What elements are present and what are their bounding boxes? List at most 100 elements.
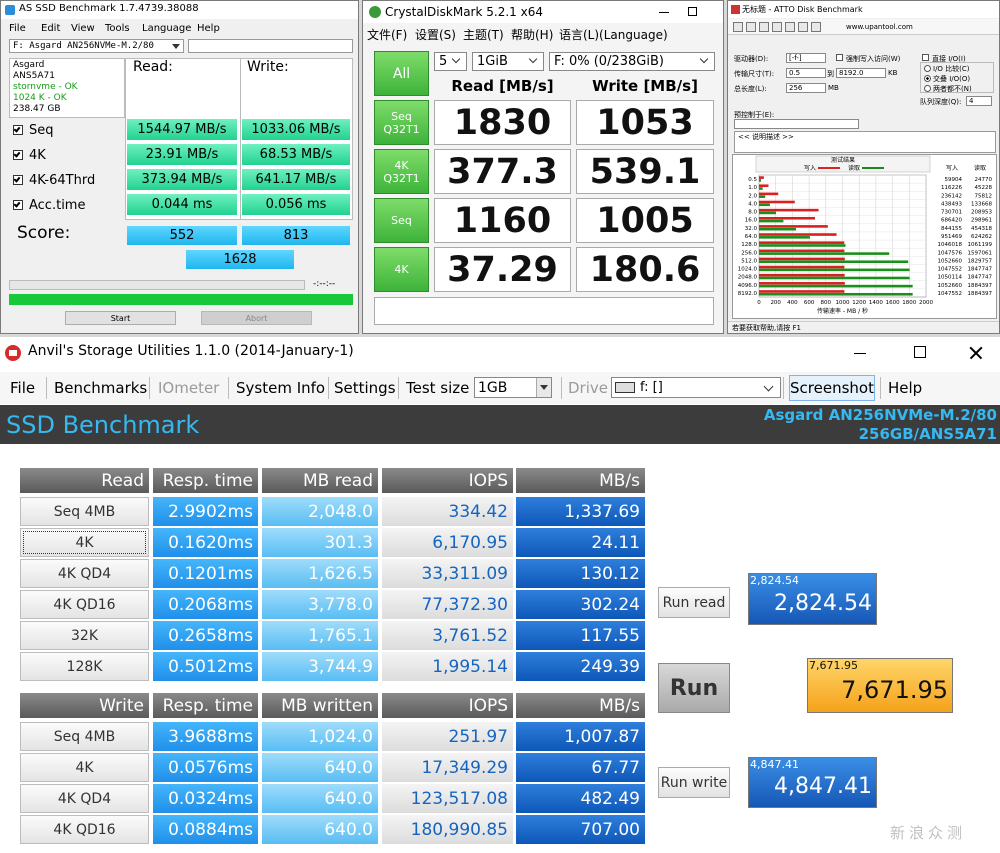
result-cell: 482.49 — [516, 784, 645, 813]
toolbar-icon[interactable] — [746, 22, 756, 32]
read-value: 1884397 — [968, 283, 993, 289]
menu-item[interactable]: Tools — [105, 23, 130, 34]
menu-item[interactable]: View — [71, 23, 95, 34]
test-button[interactable]: Seq — [374, 198, 429, 243]
total-select[interactable]: 256 — [786, 83, 826, 93]
toolbar-icon[interactable] — [733, 22, 743, 32]
menu-help[interactable]: Help — [888, 379, 923, 397]
row-label[interactable]: Seq 4MB — [20, 497, 149, 526]
radio-button[interactable] — [924, 65, 931, 72]
row-label[interactable]: 128K — [20, 652, 149, 681]
checkbox[interactable] — [13, 175, 23, 185]
checkbox[interactable] — [922, 54, 929, 61]
window-title: CrystalDiskMark 5.2.1 x64 — [385, 5, 543, 19]
menu-benchmarks[interactable]: Benchmarks — [54, 379, 148, 397]
menu-item[interactable]: 帮助(H) — [511, 28, 554, 42]
checkbox[interactable] — [836, 54, 843, 61]
combo-box[interactable]: F: 0% (0/238GiB) — [549, 52, 715, 71]
write-value: 116226 — [941, 185, 962, 191]
maximize-icon[interactable] — [914, 346, 926, 358]
read-value: 24770 — [975, 177, 993, 183]
menu-separator — [561, 377, 562, 399]
combo-box[interactable]: 5 — [434, 52, 467, 71]
radio-button[interactable] — [924, 75, 931, 82]
all-button[interactable]: All — [374, 51, 429, 96]
write-bar — [759, 208, 819, 212]
start-button[interactable]: Start — [65, 311, 176, 325]
x-tick-label: 1600 — [886, 300, 900, 306]
row-label[interactable]: 32K — [20, 621, 149, 650]
row-label[interactable]: 4K — [20, 528, 149, 557]
menu-test-size[interactable]: Test size — [406, 379, 470, 397]
test-button[interactable]: Seq Q32T1 — [374, 100, 429, 145]
menu-item[interactable]: 语言(L)(Language) — [559, 28, 668, 42]
toolbar-icon[interactable] — [798, 22, 808, 32]
menu-separator — [783, 377, 784, 399]
menu-item[interactable]: Edit — [41, 23, 61, 34]
result-cell: 0.5012ms — [153, 652, 258, 681]
score-total: 1628 — [186, 250, 294, 269]
test-label: Seq — [391, 109, 412, 123]
drive-info: Asgard — [13, 60, 45, 70]
drive-select[interactable]: F: Asgard AN256NVMe-M.2/80 — [9, 39, 184, 53]
read-value: 298961 — [971, 218, 992, 224]
checkbox[interactable] — [13, 150, 23, 160]
column-divider — [240, 58, 241, 220]
write-cell: 1005 — [576, 198, 714, 243]
transfer-from[interactable]: 0.5 — [786, 68, 826, 78]
menu-item[interactable]: 设置(S) — [415, 28, 456, 42]
queue-select[interactable]: 4 — [966, 96, 992, 106]
size-label: 128.0 — [741, 242, 757, 248]
checkbox[interactable] — [13, 125, 23, 135]
menu-drive[interactable]: Drive — [568, 379, 608, 397]
toolbar-icon[interactable] — [772, 22, 782, 32]
drive-select[interactable]: [-f-] — [786, 53, 826, 63]
test-size-select[interactable]: 1GB — [474, 377, 552, 398]
test-button[interactable]: 4K Q32T1 — [374, 149, 429, 194]
read-cell: 1160 — [434, 198, 571, 243]
read-bar — [759, 195, 766, 198]
column-header: Resp. time — [153, 693, 258, 718]
menu-item[interactable]: File — [9, 23, 26, 34]
toolbar-icon[interactable] — [811, 22, 821, 32]
menu-item[interactable]: Help — [197, 23, 220, 34]
run-button[interactable]: Run — [658, 663, 730, 713]
row-label[interactable]: 4K QD16 — [20, 815, 149, 844]
write-bar — [759, 192, 779, 196]
abort-button[interactable]: Abort — [201, 311, 312, 325]
menu-file[interactable]: File — [10, 379, 36, 397]
combo-box[interactable]: 1GiB — [472, 52, 544, 71]
size-label: 512.0 — [741, 258, 757, 264]
drive-value[interactable]: f: [] — [640, 380, 663, 395]
row-label[interactable]: 4K QD16 — [20, 590, 149, 619]
menu-item[interactable]: 主题(T) — [463, 28, 504, 42]
menu-item[interactable]: Language — [142, 23, 192, 34]
menu-iometer[interactable]: IOmeter — [158, 379, 220, 397]
read-result: 23.91 MB/s — [127, 144, 237, 165]
row-label[interactable]: 4K QD4 — [20, 559, 149, 588]
test-button[interactable]: 4K — [374, 247, 429, 292]
radio-button[interactable] — [924, 85, 931, 92]
result-cell: 3.9688ms — [153, 722, 258, 751]
menu-item[interactable]: 文件(F) — [367, 28, 408, 42]
menu-screenshot[interactable]: Screenshot — [789, 375, 875, 401]
transfer-to[interactable]: 8192.0 — [836, 68, 886, 78]
x-tick-label: 1400 — [869, 300, 883, 306]
run-write-button[interactable]: Run write — [658, 767, 730, 798]
run-read-button[interactable]: Run read — [658, 587, 730, 618]
minimize-icon[interactable] — [854, 353, 866, 354]
write-bar — [759, 233, 837, 236]
toolbar-icon[interactable] — [785, 22, 795, 32]
control-label: 预控制于(E): — [734, 111, 775, 119]
menu-settings[interactable]: Settings — [334, 379, 396, 397]
checkbox[interactable] — [13, 200, 23, 210]
row-label[interactable]: 4K QD4 — [20, 784, 149, 813]
toolbar-icon[interactable] — [759, 22, 769, 32]
result-cell: 251.97 — [382, 722, 513, 751]
row-label[interactable]: Seq 4MB — [20, 722, 149, 751]
menu-system-info[interactable]: System Info — [236, 379, 326, 397]
row-label: 4K-64Thrd — [29, 172, 96, 188]
io-compare: I/O 比较(C) — [933, 65, 970, 73]
control-select[interactable] — [734, 119, 859, 129]
row-label[interactable]: 4K — [20, 753, 149, 782]
